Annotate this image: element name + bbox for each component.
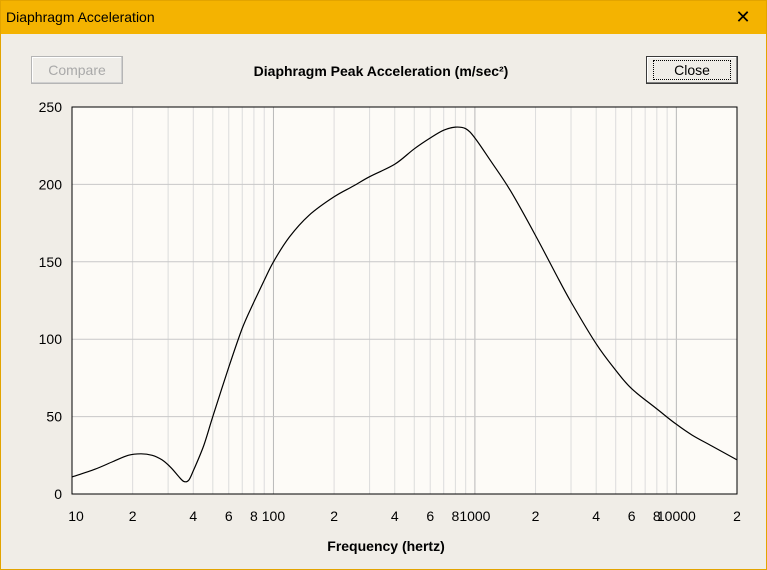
y-tick-label: 150 <box>39 254 63 270</box>
x-tick-label: 2 <box>129 508 137 524</box>
plot-area <box>72 107 737 494</box>
acceleration-line <box>71 126 738 483</box>
x-tick-label: 6 <box>225 508 233 524</box>
x-tick-label: 8 <box>250 508 258 524</box>
plot-frame <box>71 106 738 495</box>
close-button-label: Close <box>653 60 731 80</box>
x-tick-label: 6 <box>628 508 636 524</box>
close-icon[interactable]: ✕ <box>735 7 751 27</box>
x-tick-label: 4 <box>189 508 197 524</box>
compare-button-label: Compare <box>48 62 106 78</box>
y-tick-label: 50 <box>46 409 62 425</box>
x-tick-label: 2 <box>532 508 540 524</box>
title-bar[interactable]: Diaphragm Acceleration ✕ <box>1 1 766 34</box>
x-tick-label: 6 <box>426 508 434 524</box>
x-tick-label: 1000 <box>459 508 490 524</box>
y-tick-label: 100 <box>39 331 63 347</box>
window-title: Diaphragm Acceleration <box>6 9 155 25</box>
compare-button[interactable]: Compare <box>31 56 123 84</box>
y-tick-label: 250 <box>39 99 63 115</box>
x-tick-label: 2 <box>733 508 741 524</box>
x-tick-label: 8 <box>653 508 661 524</box>
x-tick-label: 4 <box>592 508 600 524</box>
x-tick-label: 100 <box>262 508 286 524</box>
chart-title: Diaphragm Peak Acceleration (m/sec²) <box>253 63 509 79</box>
x-tick-label: 10000 <box>657 508 696 524</box>
y-tick-label: 200 <box>39 176 63 192</box>
x-tick-label: 2 <box>330 508 338 524</box>
x-axis-label: Frequency (hertz) <box>327 538 445 554</box>
x-tick-label: 4 <box>391 508 399 524</box>
close-button[interactable]: Close <box>646 56 738 84</box>
x-tick-label: 8 <box>451 508 459 524</box>
x-tick-label: 10 <box>68 508 84 524</box>
y-tick-label: 0 <box>54 486 62 502</box>
